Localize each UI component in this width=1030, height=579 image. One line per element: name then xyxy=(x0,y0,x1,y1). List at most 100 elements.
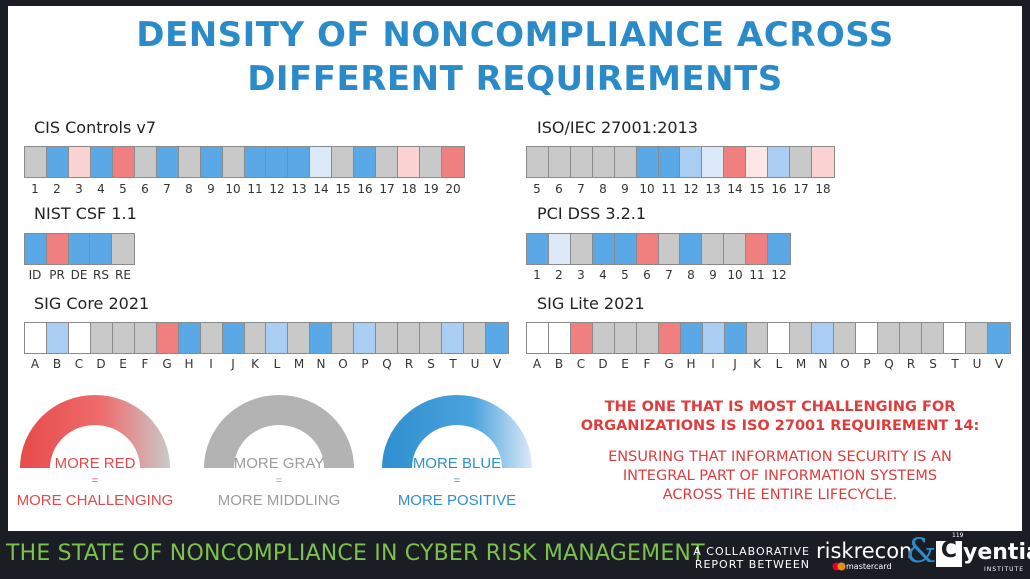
heatmap-cell xyxy=(442,323,465,353)
gray-gauge-shape xyxy=(204,395,354,468)
heatmap-cell xyxy=(724,234,747,264)
tick-label: 19 xyxy=(423,182,439,196)
heatmap-cell xyxy=(702,147,725,177)
blue-gauge-shape xyxy=(382,395,532,468)
tick-label: 1 xyxy=(533,268,541,282)
slide-title-line-1: DENSITY OF NONCOMPLIANCE ACROSS xyxy=(136,15,894,55)
tick-label: 8 xyxy=(687,268,695,282)
tick-label: V xyxy=(492,357,502,371)
sig-core-2021-strip xyxy=(24,322,509,354)
heatmap-cell xyxy=(420,147,443,177)
heatmap-cell xyxy=(768,234,791,264)
tick-label: 10 xyxy=(727,268,743,282)
legend-blue-meaning: MORE POSITIVE xyxy=(397,492,517,509)
heatmap-cell xyxy=(768,323,791,353)
heatmap-cell xyxy=(570,147,593,177)
heatmap-cell xyxy=(200,323,223,353)
heatmap-cell xyxy=(288,147,311,177)
heatmap-cell xyxy=(90,323,113,353)
legend-blue-label: MORE BLUE xyxy=(412,455,502,472)
cyentia-logo-box xyxy=(936,541,962,567)
tick-label: 15 xyxy=(335,182,351,196)
riskrecon-logo: riskrecon xyxy=(816,539,913,563)
heatmap-cell xyxy=(464,323,487,353)
tick-label: O xyxy=(840,357,850,371)
tick-label: G xyxy=(664,357,674,371)
heatmap-cell xyxy=(398,147,421,177)
heatmap-cell xyxy=(812,323,835,353)
heatmap-cell xyxy=(332,323,355,353)
tick-label: I xyxy=(711,357,715,371)
heatmap-cell xyxy=(442,147,465,177)
heatmap-cell xyxy=(354,323,377,353)
heatmap-cell xyxy=(486,323,508,353)
heatmap-cell xyxy=(614,323,637,353)
tick-label: P xyxy=(863,357,871,371)
heatmap-cell xyxy=(68,234,91,264)
heatmap-cell xyxy=(746,323,769,353)
heatmap-cell xyxy=(922,323,945,353)
tick-label: T xyxy=(449,357,457,371)
tick-label: 12 xyxy=(771,268,787,282)
legend-red-meaning: MORE CHALLENGING xyxy=(16,492,174,509)
tick-label: B xyxy=(52,357,62,371)
cyentia-logo-number: 119 xyxy=(952,532,964,539)
tick-label: 1 xyxy=(31,182,39,196)
tick-label: 10 xyxy=(225,182,241,196)
tick-label: 3 xyxy=(577,268,585,282)
tick-label: 8 xyxy=(599,182,607,196)
heatmap-cell xyxy=(68,147,91,177)
heatmap-cell xyxy=(592,323,615,353)
heatmap-cell xyxy=(376,323,399,353)
tick-label: 7 xyxy=(665,268,673,282)
callout-heading-line-2: ORGANIZATIONS IS ISO 27001 REQUIREMENT 1… xyxy=(580,418,980,434)
tick-label: 13 xyxy=(291,182,307,196)
tick-label: A xyxy=(30,357,40,371)
tick-label: D xyxy=(96,357,106,371)
heatmap-cell xyxy=(112,147,135,177)
heatmap-cell xyxy=(702,234,725,264)
heatmap-cell xyxy=(614,234,637,264)
heatmap-cell xyxy=(636,147,659,177)
heatmap-cell xyxy=(376,147,399,177)
tick-label: 13 xyxy=(705,182,721,196)
tick-label: B xyxy=(554,357,564,371)
heatmap-cell xyxy=(112,234,134,264)
sig-core-2021-title: SIG Core 2021 xyxy=(34,294,150,313)
heatmap-cell xyxy=(244,147,267,177)
cyentia-logo-letter: C xyxy=(940,538,958,563)
heatmap-cell xyxy=(354,147,377,177)
slide-title-line-2: DIFFERENT REQUIREMENTS xyxy=(247,59,783,99)
tick-label: I xyxy=(209,357,213,371)
heatmap-cell xyxy=(658,323,681,353)
tick-label: DE xyxy=(70,268,88,282)
nist-csf-1-1-title: NIST CSF 1.1 xyxy=(34,204,137,223)
tick-label: F xyxy=(643,357,651,371)
callout-body-line-2: INTEGRAL PART OF INFORMATION SYSTEMS xyxy=(622,468,938,484)
tick-label: G xyxy=(162,357,172,371)
heatmap-cell xyxy=(156,323,179,353)
heatmap-cell xyxy=(811,147,834,177)
tick-label: 20 xyxy=(445,182,461,196)
tick-label: 17 xyxy=(793,182,809,196)
iso-iec-27001-2013-tick-labels: 5 6 7 8 9 10 11 12 13 14 15 16 17 18 xyxy=(526,182,834,196)
heatmap-cell xyxy=(548,323,571,353)
heatmap-cell xyxy=(658,234,681,264)
heatmap-cell xyxy=(112,323,135,353)
heatmap-cell xyxy=(790,147,812,177)
legend-blue: MORE BLUE = MORE POSITIVE xyxy=(362,395,552,520)
heatmap-cell xyxy=(420,323,443,353)
tick-label: J xyxy=(231,357,235,371)
heatmap-cell xyxy=(25,234,47,264)
tick-label: 7 xyxy=(163,182,171,196)
tick-label: 3 xyxy=(75,182,83,196)
heatmap-cell xyxy=(614,147,637,177)
pci-dss-3-2-1-tick-labels: 1 2 3 4 5 6 7 8 9 10 11 12 xyxy=(526,268,790,282)
heatmap-cell xyxy=(746,147,769,177)
legend-red: MORE RED = MORE CHALLENGING xyxy=(0,395,190,520)
legend-red-label: MORE RED xyxy=(54,455,136,472)
tick-label: H xyxy=(686,357,696,371)
collab-text: A COLLABORATIVE REPORT BETWEEN xyxy=(690,545,810,571)
tick-label: Q xyxy=(382,357,392,371)
